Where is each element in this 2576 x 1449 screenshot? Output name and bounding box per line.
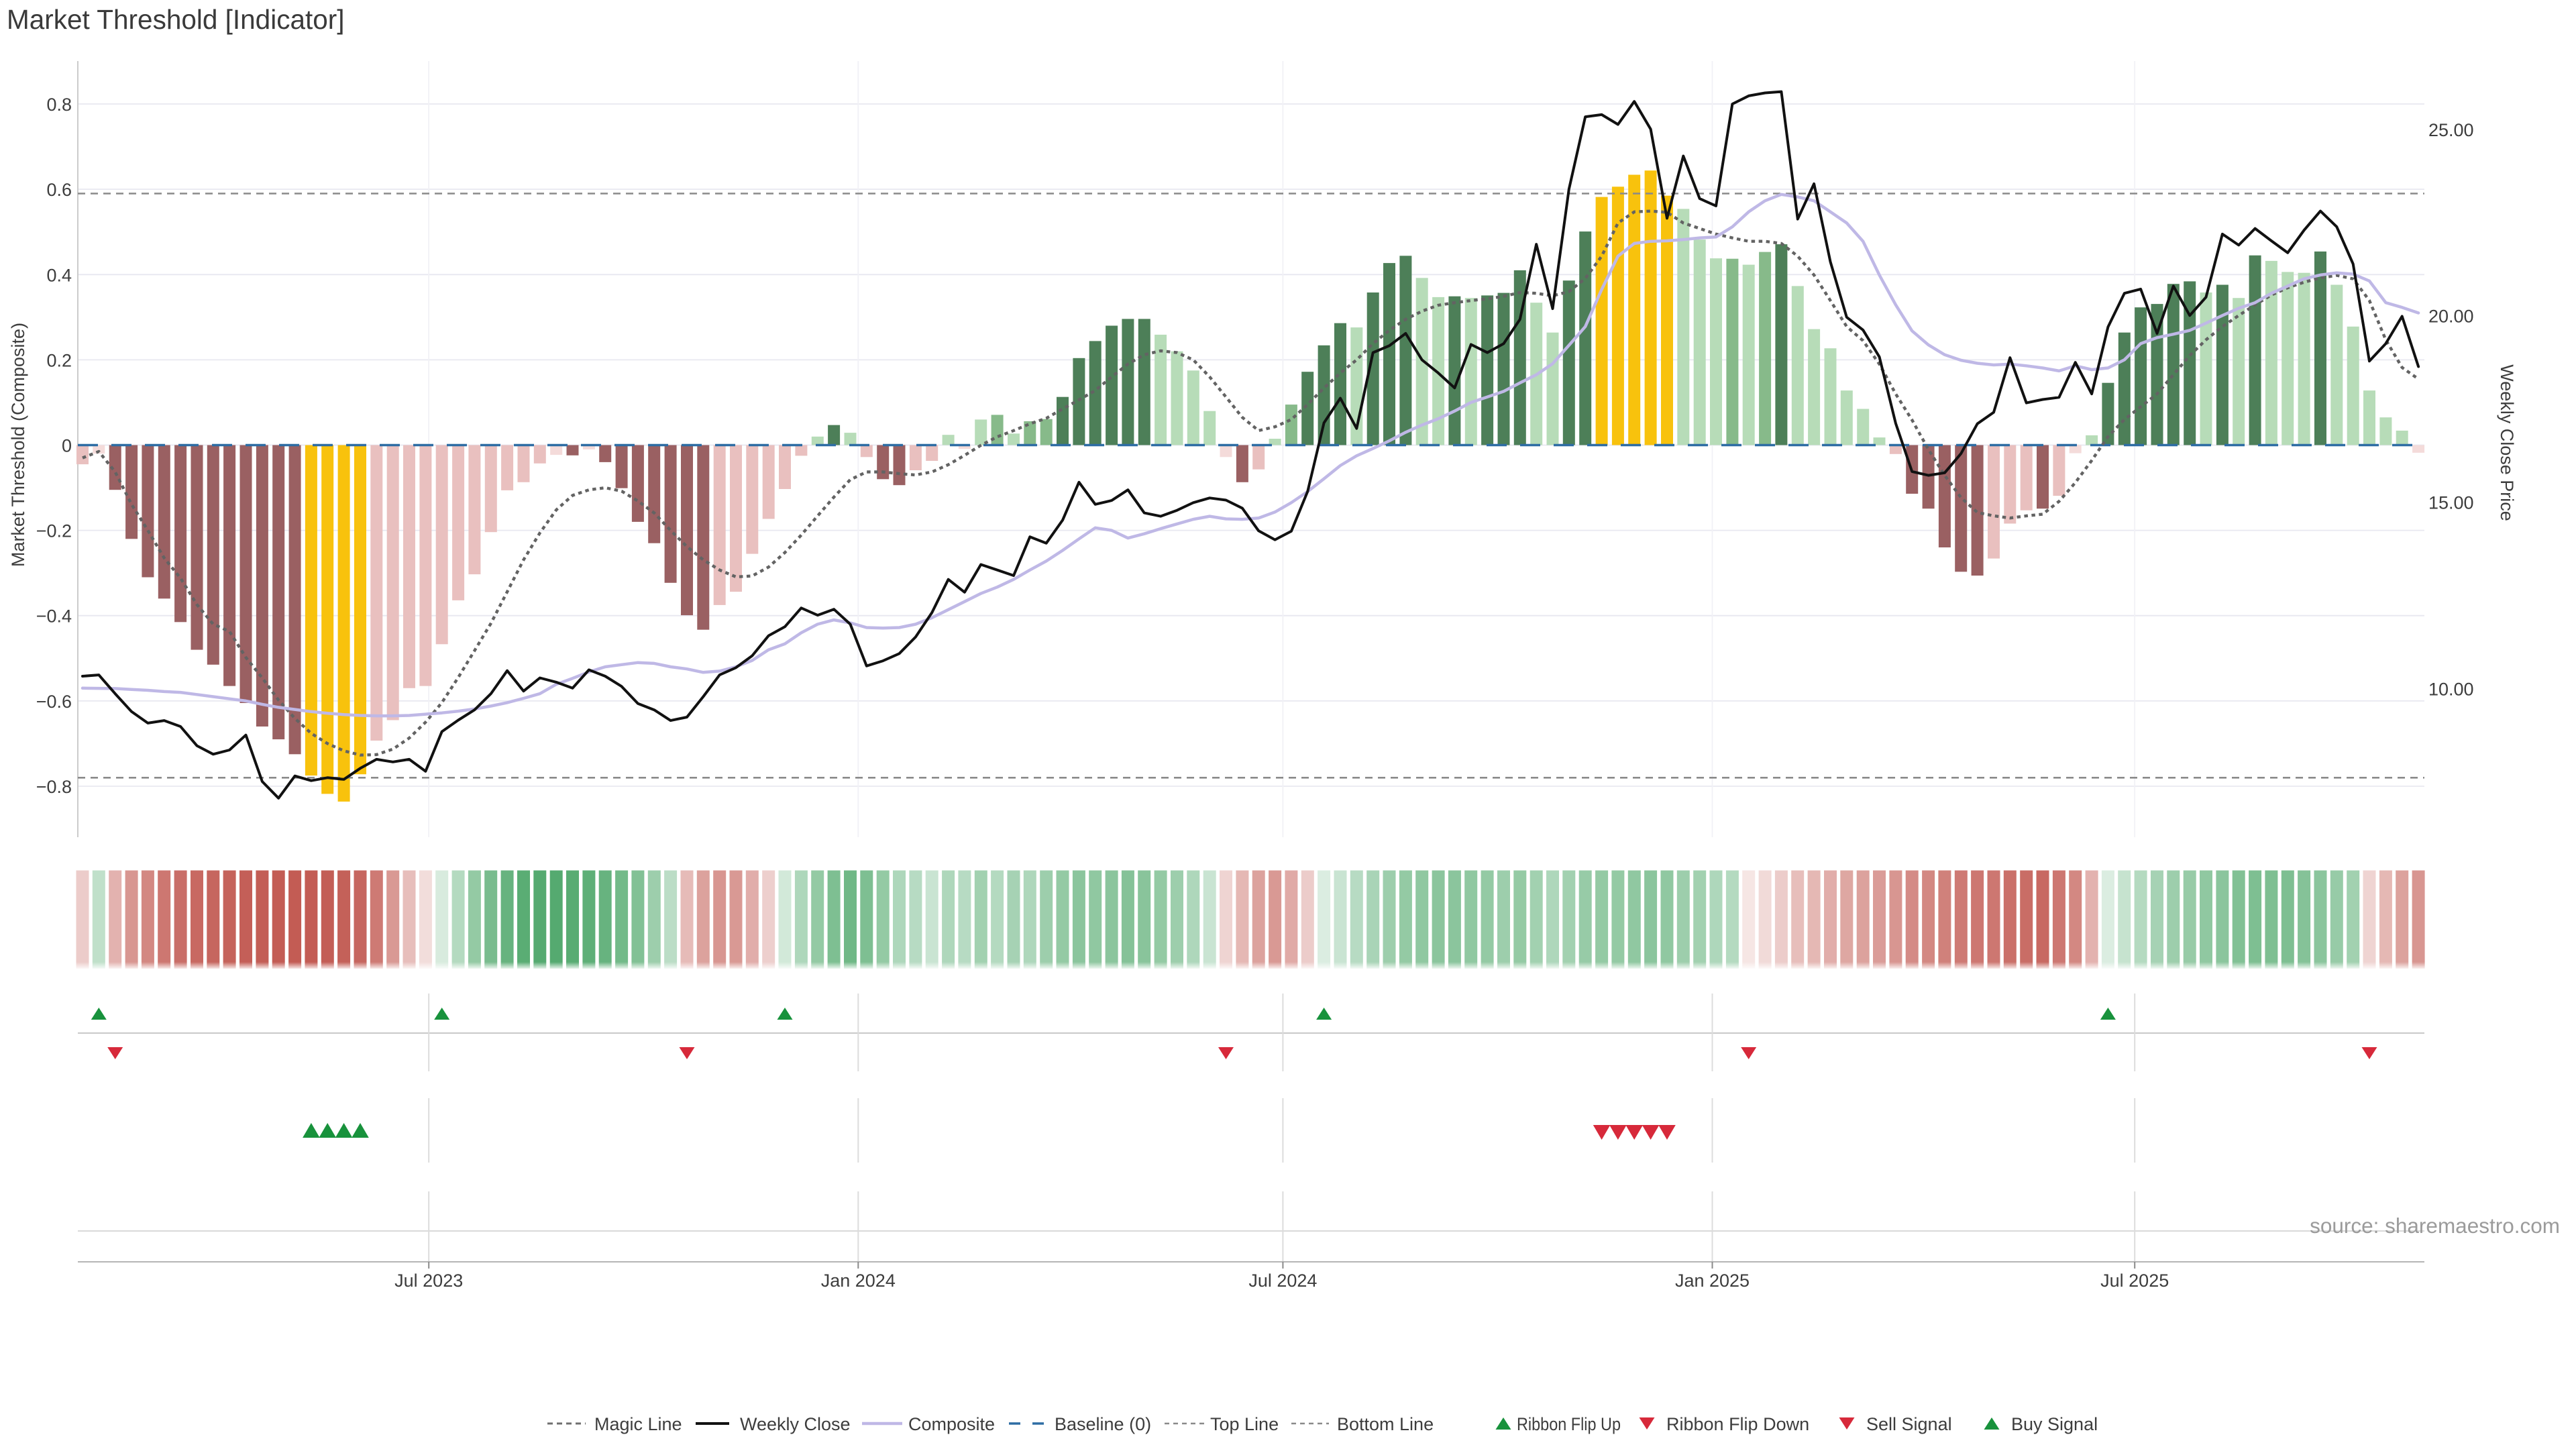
svg-text:Sell Signal: Sell Signal [1866, 1414, 1952, 1434]
svg-text:Bottom Line: Bottom Line [1337, 1414, 1434, 1434]
svg-text:Jul 2023: Jul 2023 [394, 1271, 463, 1291]
svg-text:0.4: 0.4 [46, 265, 72, 285]
svg-text:0: 0 [62, 436, 72, 456]
svg-text:source: sharemaestro.com: source: sharemaestro.com [2310, 1214, 2560, 1238]
svg-text:Jul 2025: Jul 2025 [2100, 1271, 2169, 1291]
svg-text:Jul 2024: Jul 2024 [1248, 1271, 1317, 1291]
svg-text:Magic Line: Magic Line [594, 1414, 682, 1434]
svg-text:−0.2: −0.2 [36, 521, 72, 541]
svg-text:Ribbon Flip Down: Ribbon Flip Down [1666, 1414, 1809, 1434]
svg-text:15.00: 15.00 [2428, 492, 2474, 513]
svg-text:Market Threshold (Composite): Market Threshold (Composite) [8, 323, 28, 567]
svg-text:0.6: 0.6 [46, 180, 72, 200]
svg-text:Baseline (0): Baseline (0) [1055, 1414, 1151, 1434]
svg-text:25.00: 25.00 [2428, 120, 2474, 140]
svg-text:Composite: Composite [908, 1414, 995, 1434]
svg-text:0.2: 0.2 [46, 350, 72, 370]
svg-text:−0.6: −0.6 [36, 692, 72, 712]
svg-text:−0.8: −0.8 [36, 777, 72, 797]
svg-text:Weekly Close Price: Weekly Close Price [2497, 364, 2517, 521]
svg-text:Buy Signal: Buy Signal [2011, 1414, 2098, 1434]
svg-text:Ribbon Flip Up: Ribbon Flip Up [1517, 1414, 1621, 1434]
svg-text:Jan 2025: Jan 2025 [1675, 1271, 1750, 1291]
svg-text:0.8: 0.8 [46, 95, 72, 115]
svg-text:Jan 2024: Jan 2024 [821, 1271, 896, 1291]
svg-text:10.00: 10.00 [2428, 679, 2474, 699]
svg-text:−0.4: −0.4 [36, 606, 72, 627]
svg-text:20.00: 20.00 [2428, 306, 2474, 326]
svg-text:Market Threshold [Indicator]: Market Threshold [Indicator] [7, 4, 344, 35]
svg-text:Top Line: Top Line [1210, 1414, 1279, 1434]
svg-text:Weekly Close: Weekly Close [740, 1414, 851, 1434]
